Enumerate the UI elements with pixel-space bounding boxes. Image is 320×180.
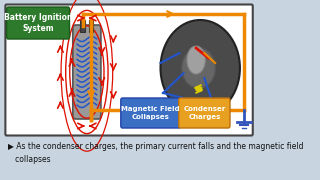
FancyBboxPatch shape [89,20,93,32]
FancyBboxPatch shape [7,7,69,39]
Text: ▶ As the condenser charges, the primary current falls and the magnetic field
   : ▶ As the condenser charges, the primary … [8,142,304,163]
Circle shape [161,20,240,116]
Ellipse shape [187,46,205,74]
FancyBboxPatch shape [80,20,85,32]
FancyBboxPatch shape [179,98,230,128]
FancyBboxPatch shape [5,4,253,136]
FancyBboxPatch shape [73,25,101,119]
FancyBboxPatch shape [121,98,180,128]
Text: Magnetic Field
Collapses: Magnetic Field Collapses [121,106,180,120]
Ellipse shape [182,48,215,88]
Text: Condenser
Charges: Condenser Charges [183,106,226,120]
Text: Battery Ignition
System: Battery Ignition System [4,13,72,33]
